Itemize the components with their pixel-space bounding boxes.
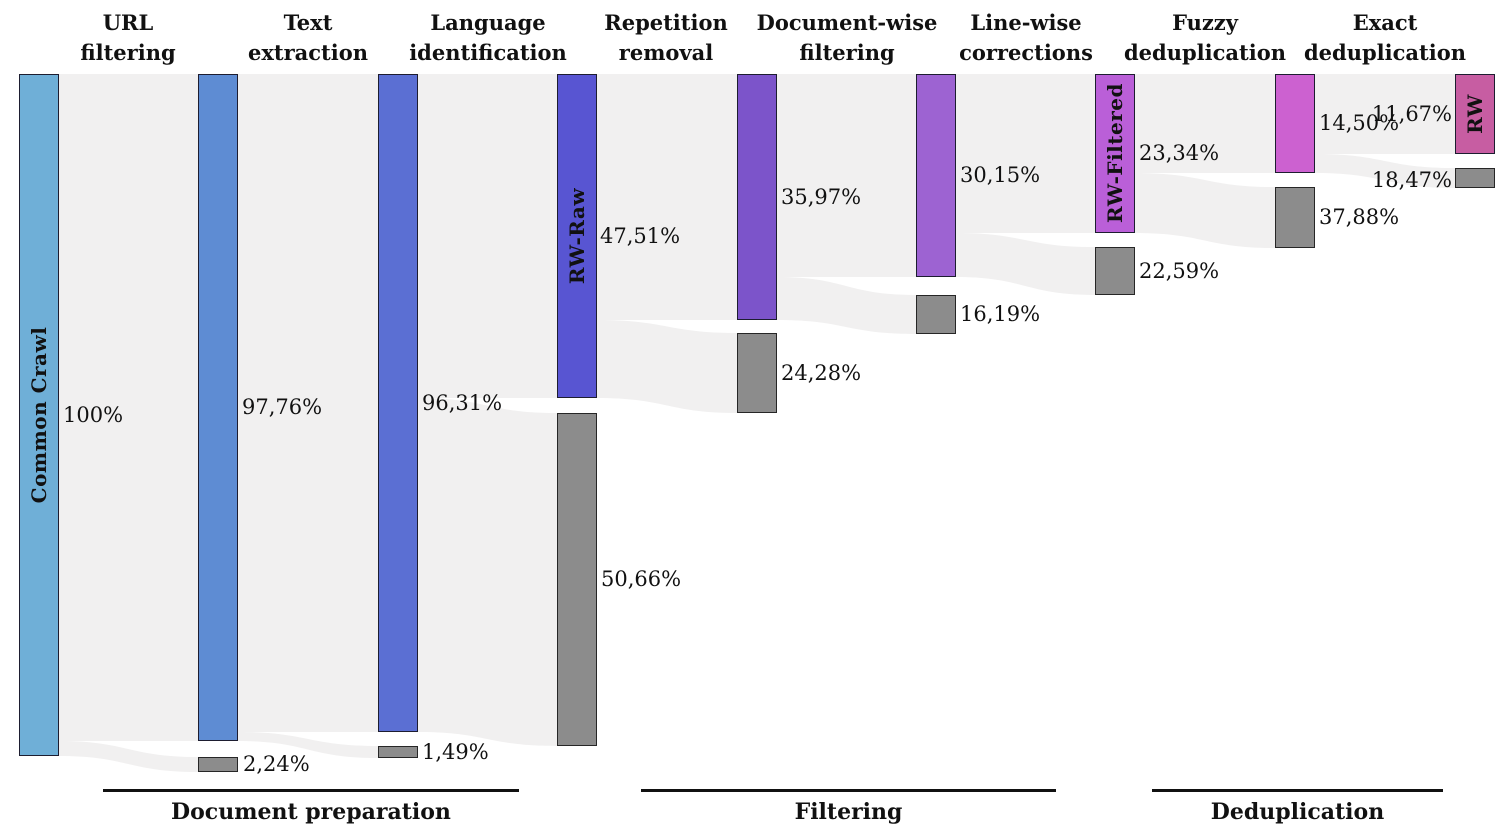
stage-header-exact-deduplication: Exact deduplication [1275, 8, 1495, 68]
retained-pct-rw-filtered: 23,34% [1139, 141, 1220, 165]
removed-bar-repetition-removal [737, 333, 777, 413]
retained-pct-common-crawl: 100% [63, 403, 124, 427]
removed-pct-document-wise-filtering: 16,19% [960, 302, 1041, 326]
node-label-rw: RW [1463, 94, 1487, 134]
stage-header-line-wise-corrections: Line-wise corrections [916, 8, 1136, 68]
stage-header-line: deduplication [1124, 40, 1286, 65]
node-label-rw-filtered: RW-Filtered [1103, 83, 1127, 223]
removed-bar-url-filtering [198, 757, 238, 772]
stage-header-line: Text [283, 10, 333, 35]
removed-pct-url-filtering: 2,24% [243, 752, 310, 776]
removed-pct-line-wise-corrections: 22,59% [1139, 259, 1220, 283]
stage-header-line: identification [409, 40, 567, 65]
stage-header-line: Exact [1352, 10, 1418, 35]
removed-pct-exact-deduplication: 18,47% [1371, 168, 1452, 192]
removed-bar-text-extraction [378, 746, 418, 758]
flow-removed-1 [59, 741, 198, 772]
node-label-common-crawl: Common Crawl [27, 326, 51, 504]
flow-main-4 [597, 74, 737, 320]
stage-header-line: filtering [799, 40, 895, 65]
stage-header-text-extraction: Text extraction [198, 8, 418, 68]
removed-pct-repetition-removal: 24,28% [781, 361, 862, 385]
group-label-document-preparation: Document preparation [103, 789, 519, 825]
retained-pct-rw: 11,67% [1371, 102, 1452, 126]
node-bar-after-document-wise-filtering [916, 74, 956, 277]
node-bar-after-repetition-removal [737, 74, 777, 320]
stage-header-line: Repetition [604, 10, 728, 35]
removed-bar-fuzzy-deduplication [1275, 187, 1315, 248]
stage-header-line: Fuzzy [1172, 10, 1238, 35]
group-label-deduplication: Deduplication [1152, 789, 1443, 825]
stage-header-url-filtering: URL filtering [18, 8, 238, 68]
removed-bar-language-identification [557, 413, 597, 746]
stage-header-document-wise-filtering: Document-wise filtering [737, 8, 957, 68]
node-bar-after-text-extraction [378, 74, 418, 732]
flow-removed-4 [597, 320, 737, 413]
flow-main-7 [1135, 74, 1275, 173]
group-label-filtering: Filtering [641, 789, 1056, 825]
removed-bar-document-wise-filtering [916, 295, 956, 334]
stage-header-line: corrections [959, 40, 1093, 65]
stage-header-line: removal [618, 40, 714, 65]
flow-removed-5 [777, 277, 916, 334]
retained-pct-rw-raw: 47,51% [600, 224, 681, 248]
flow-removed-8 [1315, 154, 1455, 188]
stage-header-line: Language [430, 10, 546, 35]
node-bar-rw-filtered [1095, 74, 1135, 233]
flow-removed-6 [956, 233, 1095, 295]
removed-bar-line-wise-corrections [1095, 247, 1135, 295]
retained-pct-after-document-wise-filtering: 30,15% [960, 163, 1041, 187]
node-label-rw-raw: RW-Raw [565, 187, 589, 285]
node-bar-after-url-filtering [198, 74, 238, 741]
node-bar-rw [1455, 74, 1495, 154]
flow-main-2 [238, 74, 378, 732]
removed-pct-fuzzy-deduplication: 37,88% [1319, 205, 1400, 229]
node-bar-rw-raw [557, 74, 597, 398]
stage-header-repetition-removal: Repetition removal [556, 8, 776, 68]
retained-pct-after-url-filtering: 97,76% [242, 395, 323, 419]
flow-main-3 [418, 74, 557, 398]
retained-pct-after-repetition-removal: 35,97% [781, 185, 862, 209]
stage-header-language-identification: Language identification [378, 8, 598, 68]
flow-main-8 [1315, 74, 1455, 154]
stage-header-fuzzy-deduplication: Fuzzy deduplication [1095, 8, 1315, 68]
stage-header-line: filtering [80, 40, 176, 65]
node-bar-common-crawl [19, 74, 59, 756]
flow-removed-2 [238, 732, 378, 758]
stage-header-line: URL [102, 10, 154, 35]
flow-removed-7 [1135, 173, 1275, 248]
stage-header-line: Line-wise [970, 10, 1082, 35]
stage-header-line: extraction [248, 40, 368, 65]
removed-pct-language-identification: 50,66% [601, 567, 682, 591]
stage-header-line: deduplication [1304, 40, 1466, 65]
flow-main-5 [777, 74, 916, 277]
retained-pct-after-fuzzy-deduplication: 14,50% [1319, 111, 1400, 135]
removed-bar-exact-deduplication [1455, 168, 1495, 188]
flow-main-6 [956, 74, 1095, 233]
stage-header-line: Document-wise [756, 10, 938, 35]
flow-removed-3 [418, 398, 557, 746]
retained-pct-after-text-extraction: 96,31% [422, 391, 503, 415]
flow-main-1 [59, 74, 198, 741]
removed-pct-text-extraction: 1,49% [422, 740, 489, 764]
node-bar-after-fuzzy-deduplication [1275, 74, 1315, 173]
